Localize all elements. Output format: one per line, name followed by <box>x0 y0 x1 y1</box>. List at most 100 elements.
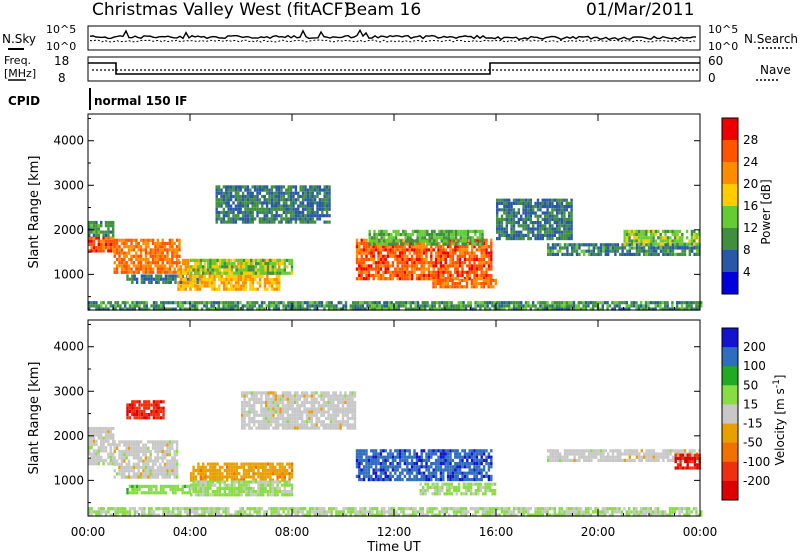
scatter-cell <box>202 271 205 275</box>
scatter-cell <box>496 230 499 234</box>
scatter-cell <box>262 410 265 414</box>
scatter-cell <box>161 248 164 252</box>
scatter-cell <box>487 282 490 286</box>
nave-label: Nave <box>760 63 791 77</box>
scatter-cell <box>328 214 331 218</box>
scatter-cell <box>546 304 549 308</box>
scatter-cell <box>272 416 275 421</box>
scatter-cell <box>267 400 270 405</box>
scatter-cell <box>217 204 221 208</box>
scatter-cell <box>310 410 313 414</box>
scatter-cell <box>482 241 486 246</box>
scatter-cell <box>147 280 151 284</box>
scatter-cell <box>447 236 451 240</box>
scatter-cell <box>529 211 532 215</box>
scatter-cell <box>305 426 309 430</box>
scatter-cell <box>246 304 249 308</box>
scatter-cell <box>512 217 516 221</box>
scatter-cell <box>613 301 616 305</box>
scatter-cell <box>404 236 407 240</box>
scatter-cell <box>647 307 650 311</box>
scatter-cell <box>290 468 294 473</box>
scatter-cell <box>267 423 270 427</box>
scatter-cell <box>210 301 213 305</box>
scatter-cell <box>328 301 331 305</box>
scatter-cell <box>365 238 368 242</box>
scatter-cell <box>228 472 231 476</box>
scatter-cell <box>126 277 129 281</box>
scatter-cell <box>132 462 136 466</box>
scatter-cell <box>406 254 409 258</box>
scatter-cell <box>220 194 223 199</box>
scatter-cell <box>107 233 110 237</box>
scatter-cell <box>159 254 162 258</box>
scatter-cell <box>273 185 276 189</box>
scatter-cell <box>266 472 270 476</box>
scatter-cell <box>243 407 246 411</box>
scatter-cell <box>206 483 210 487</box>
scatter-cell <box>370 251 373 255</box>
scatter-cell <box>430 251 433 255</box>
scatter-cell <box>278 274 281 278</box>
scatter-cell <box>449 270 452 274</box>
scatter-cell <box>361 307 364 311</box>
scatter-cell <box>245 404 249 408</box>
scatter-cell <box>520 217 523 221</box>
scatter-cell <box>113 459 116 463</box>
scatter-cell <box>541 224 544 228</box>
scatter-cell <box>422 241 426 246</box>
scatter-cell <box>468 254 471 258</box>
scatter-cell <box>398 261 402 265</box>
scatter-cell <box>430 229 434 233</box>
scatter-cell <box>225 274 228 278</box>
scatter-cell <box>446 277 450 281</box>
scatter-cell <box>662 246 665 250</box>
scatter-cell <box>216 271 219 275</box>
scatter-cell <box>390 236 393 240</box>
scatter-cell <box>276 271 279 275</box>
scatter-cell <box>270 194 274 199</box>
scatter-cell <box>182 284 185 288</box>
scatter-cell <box>186 271 190 275</box>
scatter-cell <box>273 287 276 291</box>
scatter-cell <box>113 469 116 473</box>
scatter-cell <box>191 274 195 278</box>
scatter-cell <box>264 468 267 473</box>
scatter-cell <box>143 301 146 305</box>
scatter-cell <box>164 277 168 281</box>
scatter-cell <box>135 270 138 274</box>
scatter-cell <box>245 486 248 490</box>
scatter-cell <box>209 268 212 272</box>
scatter-cell <box>360 248 363 252</box>
scatter-cell <box>242 462 246 466</box>
scatter-cell <box>616 304 619 308</box>
scatter-cell <box>301 307 304 311</box>
scatter-cell <box>166 270 169 274</box>
scatter-cell <box>487 273 491 278</box>
scatter-cell <box>250 426 253 430</box>
scatter-cell <box>304 307 307 311</box>
scatter-cell <box>193 301 196 305</box>
scatter-cell <box>635 301 638 305</box>
scatter-cell <box>599 249 603 253</box>
scatter-cell <box>532 233 535 237</box>
scatter-cell <box>391 251 395 255</box>
scatter-cell <box>573 246 576 250</box>
scatter-cell <box>174 491 177 495</box>
scatter-cell <box>275 198 278 202</box>
scatter-cell <box>625 236 629 240</box>
scatter-cell <box>132 446 136 450</box>
scatter-cell <box>214 478 217 482</box>
scatter-cell <box>215 188 218 192</box>
scatter-cell <box>251 258 255 262</box>
scatter-cell <box>628 246 631 250</box>
power-xticks <box>87 114 701 310</box>
scatter-cell <box>296 404 299 408</box>
scatter-cell <box>230 493 234 497</box>
scatter-cell <box>566 243 569 247</box>
scatter-cell <box>461 248 464 252</box>
scatter-cell <box>498 227 501 231</box>
scatter-cell <box>368 301 372 305</box>
scatter-cell <box>481 242 484 246</box>
scatter-cell <box>216 475 219 479</box>
